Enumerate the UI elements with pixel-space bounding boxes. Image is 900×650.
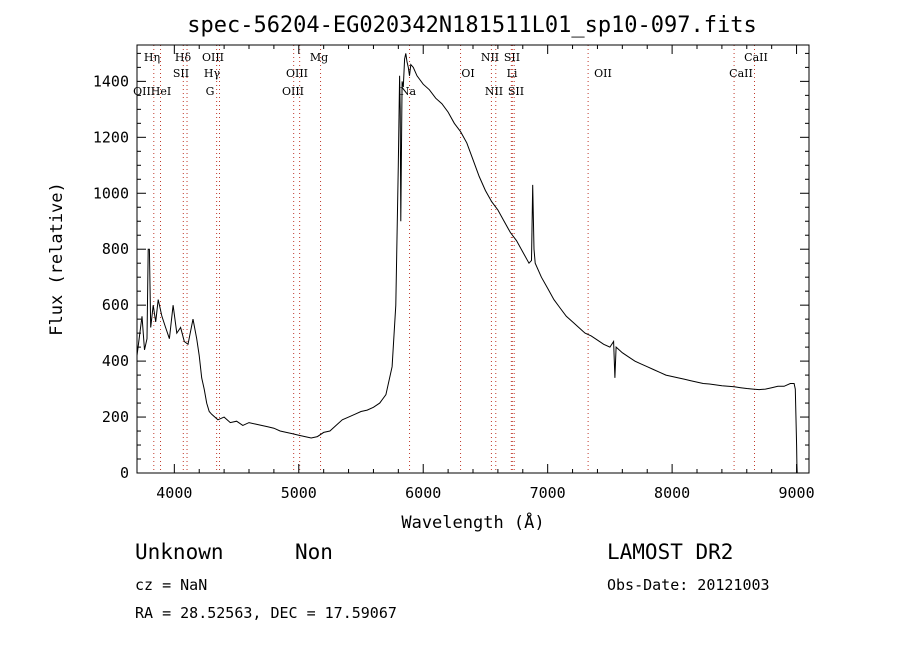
line-label: OII [133, 85, 151, 98]
object-subclass: Non [295, 540, 333, 564]
object-class: Unknown [135, 540, 224, 564]
x-tick-label: 9000 [778, 484, 814, 502]
y-tick-label: 1200 [93, 128, 129, 146]
line-label: SII [508, 85, 524, 98]
line-label: Hδ [175, 51, 192, 64]
spectrum-plot: spec-56204-EG020342N181511L01_sp10-097.f… [47, 13, 815, 533]
line-label: Na [400, 85, 417, 98]
line-label: SII [504, 51, 520, 64]
y-tick-label: 800 [102, 240, 129, 258]
y-tick-label: 600 [102, 296, 129, 314]
line-label: G [206, 85, 215, 98]
y-tick-label: 1000 [93, 184, 129, 202]
line-label: CaII [744, 51, 768, 64]
line-label: NII [485, 85, 503, 98]
line-label: SII [173, 67, 189, 80]
x-tick-label: 4000 [156, 484, 192, 502]
x-tick-label: 7000 [530, 484, 566, 502]
line-label: OIII [202, 51, 224, 64]
line-label: NII [481, 51, 499, 64]
y-tick-label: 1400 [93, 72, 129, 90]
survey-name: LAMOST DR2 [607, 540, 734, 564]
line-label: OI [461, 67, 474, 80]
line-label: Hγ [204, 67, 221, 80]
x-tick-label: 8000 [654, 484, 690, 502]
redshift-cz: cz = NaN [135, 576, 208, 594]
x-tick-label: 6000 [405, 484, 441, 502]
line-label: OII [594, 67, 612, 80]
y-axis-label: Flux (relative) [47, 182, 67, 336]
spectrum-line [136, 53, 798, 474]
line-label: HeI [151, 85, 171, 98]
emission-line-markers [153, 45, 755, 473]
observation-date: Obs-Date: 20121003 [607, 576, 770, 594]
chart-title: spec-56204-EG020342N181511L01_sp10-097.f… [187, 13, 757, 38]
y-tick-label: 200 [102, 408, 129, 426]
line-label: Li [507, 67, 518, 80]
coordinates: RA = 28.52563, DEC = 17.59067 [135, 604, 397, 622]
y-tick-label: 400 [102, 352, 129, 370]
line-label: OIII [282, 85, 304, 98]
line-label: Hη [144, 51, 160, 64]
x-axis-label: Wavelength (Å) [401, 511, 544, 533]
plot-frame [136, 44, 810, 474]
y-tick-label: 0 [120, 464, 129, 482]
axis-ticks: 4000 5000 6000 7000 8000 9000 0 200 400 600 800 100… [93, 45, 815, 502]
line-label: CaII [729, 67, 753, 80]
x-tick-label: 5000 [281, 484, 317, 502]
line-label: OIII [286, 67, 308, 80]
line-label: Mg [310, 51, 328, 64]
